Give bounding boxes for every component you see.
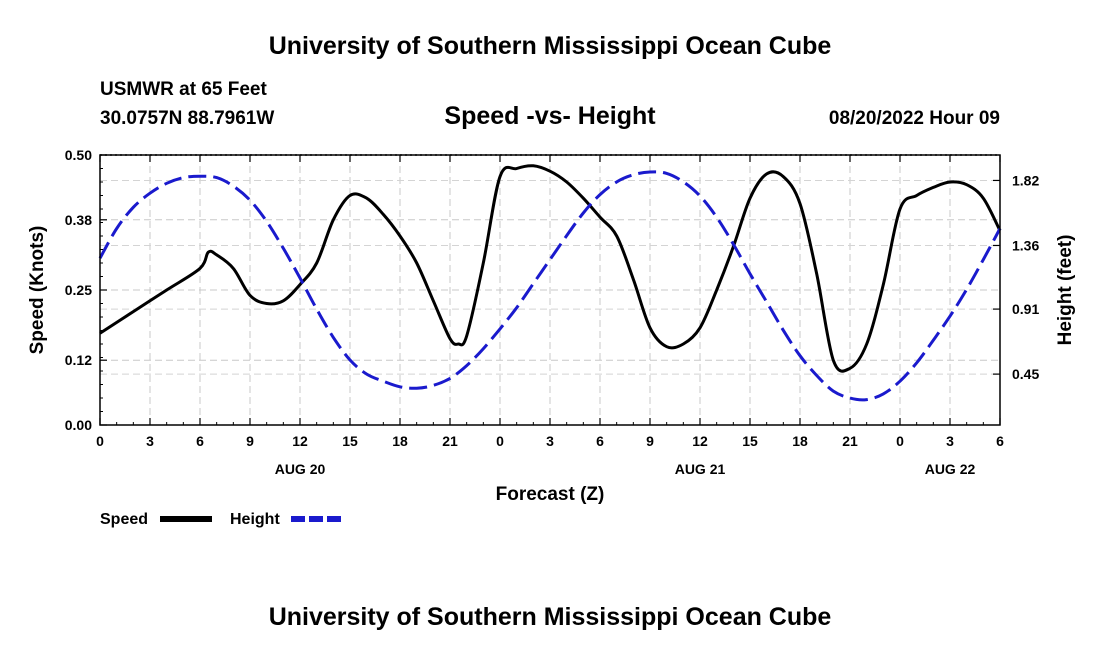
timestamp-label: 08/20/2022 Hour 09	[829, 108, 1000, 129]
y2-axis-label: Height (feet)	[1055, 235, 1076, 346]
y2-tick-label: 0.45	[1012, 366, 1039, 382]
y2-tick-label: 1.36	[1012, 237, 1039, 253]
grid	[100, 155, 1000, 425]
series-layer	[98, 164, 1002, 402]
legend: Speed Height	[100, 511, 343, 528]
x-axis-label: Forecast (Z)	[496, 484, 605, 505]
x-tick-label: 0	[96, 433, 104, 449]
x-tick-label: 21	[842, 433, 858, 449]
page-title: University of Southern Mississippi Ocean…	[269, 32, 832, 60]
x-tick-label: 18	[792, 433, 808, 449]
day-label: AUG 22	[925, 461, 976, 477]
series-speed-line	[99, 164, 1002, 373]
y-tick-label: 0.25	[65, 282, 92, 298]
y-tick-label: 0.38	[65, 212, 92, 228]
legend-height-label: Height	[230, 511, 280, 528]
y-tick-label: 0.00	[65, 417, 92, 433]
x-tick-label: 0	[496, 433, 504, 449]
day-label: AUG 20	[275, 461, 326, 477]
legend-speed-label: Speed	[100, 511, 148, 528]
x-tick-label: 18	[392, 433, 408, 449]
x-tick-label: 9	[246, 433, 254, 449]
y-tick-label: 0.50	[65, 147, 92, 163]
x-tick-label: 6	[596, 433, 604, 449]
x-tick-label: 15	[342, 433, 358, 449]
y-axis-label: Speed (Knots)	[27, 226, 48, 355]
footer-title: University of Southern Mississippi Ocean…	[269, 603, 832, 631]
x-tick-label: 12	[292, 433, 308, 449]
y-tick-label: 0.12	[65, 352, 92, 368]
x-tick-label: 6	[996, 433, 1004, 449]
x-tick-label: 9	[646, 433, 654, 449]
y2-tick-label: 1.82	[1012, 172, 1039, 188]
ticks-layer: 0 3 6 9 12 15 18 21 0 3 6 9 12 15 18 21 0 3 6 AUG 20 AUG 21 A…	[65, 147, 1040, 477]
x-tick-label: 12	[692, 433, 708, 449]
x-tick-label: 3	[946, 433, 954, 449]
chart-title: Speed -vs- Height	[444, 102, 656, 130]
coords-label: 30.0757N 88.7961W	[100, 108, 274, 129]
x-tick-label: 3	[546, 433, 554, 449]
station-label: USMWR at 65 Feet	[100, 79, 267, 100]
x-tick-label: 15	[742, 433, 758, 449]
x-tick-label: 3	[146, 433, 154, 449]
x-tick-label: 0	[896, 433, 904, 449]
x-tick-label: 6	[196, 433, 204, 449]
day-label: AUG 21	[675, 461, 726, 477]
y2-tick-label: 0.91	[1012, 301, 1039, 317]
x-tick-label: 21	[442, 433, 458, 449]
